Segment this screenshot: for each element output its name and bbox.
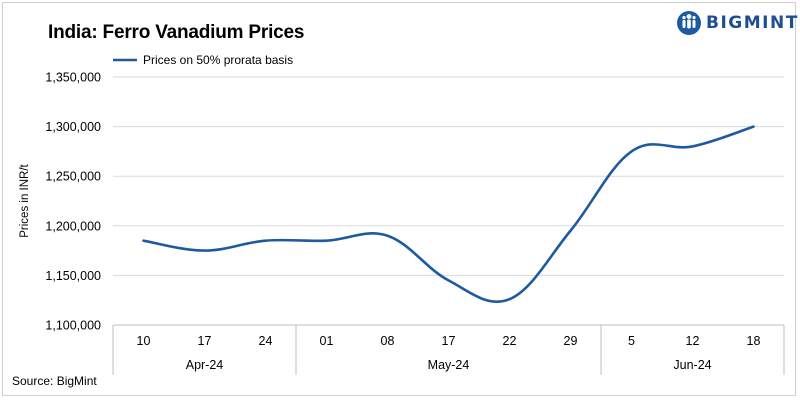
x-tick-label: 17 [198,334,212,348]
series-line [142,125,755,304]
x-tick-label: 12 [686,334,700,348]
y-tick-label: 1,150,000 [45,269,101,283]
x-tick-label: 08 [381,334,395,348]
source-note: Source: BigMint [12,374,97,388]
y-tick-label: 1,350,000 [45,71,101,85]
y-tick-label: 1,100,000 [45,319,101,333]
bigmint-logo-icon [677,11,701,35]
x-tick-label: 29 [564,334,578,348]
legend-label: Prices on 50% prorata basis [143,53,293,67]
y-tick-label: 1,300,000 [45,120,101,134]
x-tick-label: 5 [628,334,635,348]
x-group-label: Jun-24 [673,358,711,372]
y-tick-label: 1,250,000 [45,170,101,184]
x-tick-label: 17 [442,334,456,348]
x-tick-label: 22 [503,334,517,348]
x-group-label: Apr-24 [186,358,224,372]
x-tick-label: 24 [259,334,273,348]
x-tick-label: 18 [747,334,761,348]
bigmint-logo-text: BIGMINT [706,13,799,33]
bigmint-logo: BIGMINT [676,8,799,38]
y-axis-title: Prices in INR/t [19,163,31,237]
chart-title: India: Ferro Vanadium Prices [48,22,305,43]
x-group-label: May-24 [428,358,470,372]
chart-frame [2,2,796,396]
y-tick-label: 1,200,000 [45,219,101,233]
x-tick-label: 10 [137,334,151,348]
x-tick-label: 01 [320,334,334,348]
